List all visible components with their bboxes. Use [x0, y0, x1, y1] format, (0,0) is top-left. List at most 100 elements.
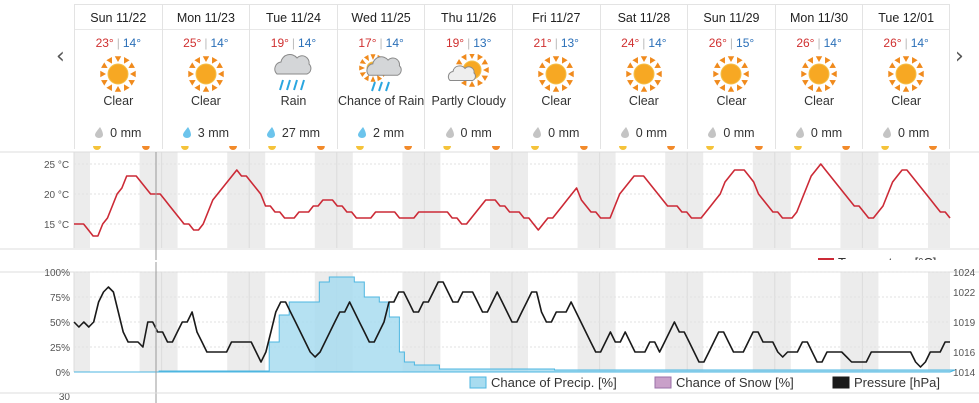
sun-icon [538, 56, 574, 92]
temperature-separator: | [116, 36, 120, 50]
sunrise-sunset-markers [881, 142, 937, 150]
temperature-axis-tick: 25 °C [44, 160, 69, 171]
day-label: Sun 11/22 [75, 5, 162, 30]
low-temperature: 14° [298, 36, 317, 50]
raindrop-icon [445, 127, 454, 138]
temperature-separator: | [729, 36, 734, 50]
day-label: Sat 11/28 [600, 5, 688, 30]
pressure-axis-tick: 1014 [953, 368, 976, 379]
night-band [402, 152, 425, 248]
condition-label: Clear [190, 94, 221, 108]
day-temperatures: 23° | 14° [75, 36, 162, 50]
day-column: Sat 11/28 24° | 14° Clear 0 mm [599, 5, 688, 150]
low-temperature: 15° [736, 36, 755, 50]
precip-axis-tick: 100% [44, 268, 70, 279]
pressure-line [73, 281, 950, 368]
precipitation-value: 2 mm [372, 126, 405, 140]
day-label: Mon 11/30 [775, 5, 863, 30]
sun-icon [100, 56, 137, 92]
condition-label: Rain [280, 94, 307, 108]
temperature-chart: 25 °C 20 °C 15 °C Temperature [°C] [0, 151, 979, 260]
day-label: Thu 11/26 [425, 5, 512, 30]
low-temperature: 14° [648, 36, 667, 50]
condition-label: Chance of Rain [337, 94, 425, 108]
low-temperature: 13° [560, 36, 579, 50]
condition-label: Clear [628, 94, 659, 108]
sunrise-icon [881, 146, 890, 150]
day-label: Sun 11/29 [688, 5, 775, 30]
sunrise-icon [530, 146, 539, 150]
night-band [161, 272, 178, 372]
temperature-legend-swatch [818, 258, 834, 260]
condition-label: Clear [891, 94, 922, 108]
precip-axis-tick: 25% [50, 343, 70, 354]
precipitation-amount: 0 mm [688, 126, 775, 140]
pressure-axis-tick: 1016 [953, 348, 976, 359]
day-label: Tue 12/01 [863, 5, 949, 30]
sunset-icon [404, 146, 413, 150]
precipitation-amount: 3 mm [163, 126, 250, 140]
night-band [840, 152, 863, 248]
sunrise-sunset-markers [93, 142, 150, 150]
precipitation-value: 3 mm [197, 126, 230, 140]
high-temperature: 23° [95, 36, 114, 50]
precipitation-pressure-chart: 100% 75% 50% 25% 0% 1024 1022 1019 1016 1014 Chanc… [0, 262, 979, 403]
night-band [424, 272, 441, 372]
day-label: Fri 11/27 [512, 5, 600, 30]
condition-label: Clear [804, 94, 834, 108]
sun-icon [801, 56, 837, 92]
pressure-axis-tick: 1022 [953, 288, 976, 299]
raindrop-icon [533, 127, 542, 138]
day-temperatures: 19° | 13° [425, 36, 512, 50]
temperature-separator: | [291, 36, 296, 50]
precip-legend-label: Chance of Precip. [%] [491, 375, 617, 390]
next-days-arrow[interactable]: › [955, 44, 964, 69]
day-temperatures: 26° | 14° [776, 36, 863, 50]
high-temperature: 21° [533, 36, 552, 50]
sunrise-icon [93, 146, 101, 150]
night-band [227, 152, 250, 248]
temperature-line [74, 163, 951, 237]
high-temperature: 17° [358, 36, 377, 50]
sunrise-icon [618, 146, 627, 150]
day-temperatures: 25° | 14° [163, 36, 250, 50]
day-column: Mon 11/30 26° | 14° Clear 0 mm [774, 5, 863, 150]
night-band [665, 152, 688, 248]
rain-cloud-icon [274, 54, 312, 91]
night-band [139, 152, 162, 248]
sun-icon [188, 56, 224, 92]
night-band [424, 152, 441, 248]
night-band [928, 152, 950, 248]
previous-days-arrow[interactable]: ‹ [56, 44, 65, 69]
low-temperature: 14° [385, 36, 404, 50]
day-temperatures: 21° | 13° [513, 36, 600, 50]
pressure-axis-tick: 1019 [953, 318, 976, 329]
precip-chance-area [74, 276, 956, 373]
precipitation-value: 0 mm [460, 126, 492, 140]
sun-icon [626, 56, 662, 92]
day-temperatures: 26° | 15° [688, 36, 775, 50]
raindrop-icon [795, 127, 804, 138]
precipitation-amount: 2 mm [338, 126, 425, 140]
precipitation-value: 0 mm [548, 126, 580, 140]
day-column: Fri 11/27 21° | 13° Clear 0 mm [511, 5, 600, 150]
precipitation-value: 0 mm [810, 126, 843, 140]
day-column: Sun 11/29 26° | 15° Clear 0 mm [687, 5, 775, 150]
day-column: Tue 12/01 26° | 14° Clear 0 mm [862, 5, 950, 150]
day-label: Mon 11/23 [162, 5, 250, 30]
high-temperature: 25° [183, 36, 202, 50]
high-temperature: 24° [621, 36, 640, 50]
raindrop-icon [620, 127, 629, 138]
precipitation-amount: 0 mm [863, 126, 949, 140]
temperature-separator: | [817, 36, 821, 50]
temperature-separator: | [554, 36, 558, 50]
sunrise-sunset-markers [793, 142, 851, 150]
precipitation-amount: 0 mm [425, 126, 512, 140]
sunrise-sunset-markers [268, 142, 325, 150]
precipitation-amount: 0 mm [513, 126, 600, 140]
pressure-axis-tick: 1024 [953, 268, 976, 279]
temperature-separator: | [379, 36, 383, 50]
condition-label: Clear [716, 94, 747, 108]
temperature-axis-tick: 15 °C [44, 220, 69, 231]
raindrop-icon [266, 127, 275, 138]
